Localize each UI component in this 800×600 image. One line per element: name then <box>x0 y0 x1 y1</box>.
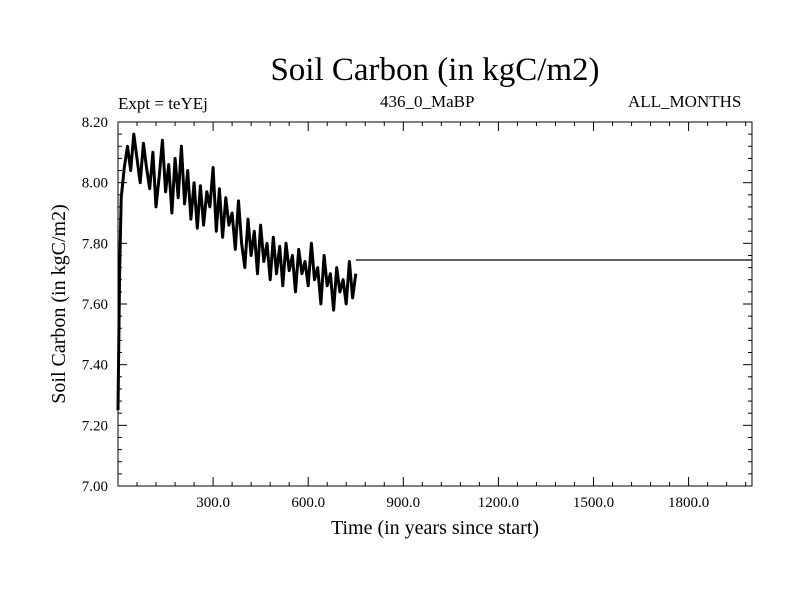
x-tick-label: 1200.0 <box>478 495 519 511</box>
y-tick-label: 7.40 <box>82 358 108 374</box>
y-tick-label: 7.20 <box>82 418 108 434</box>
soil-carbon-series-line <box>116 132 358 411</box>
y-tick-label: 7.60 <box>82 297 108 313</box>
y-tick-label: 7.00 <box>82 479 108 495</box>
chart-title: Soil Carbon (in kgC/m2) <box>270 52 600 88</box>
y-tick-label: 8.00 <box>82 176 108 192</box>
y-tick-label: 7.80 <box>82 236 108 252</box>
x-tick-label: 1800.0 <box>668 495 709 511</box>
y-tick-label: 8.20 <box>82 115 108 131</box>
x-axis-label: Time (in years since start) <box>331 517 539 539</box>
y-axis-label: Soil Carbon (in kgC/m2) <box>48 204 70 403</box>
months-label: ALL_MONTHS <box>628 92 742 111</box>
x-tick-label: 600.0 <box>291 495 325 511</box>
x-tick-label: 1500.0 <box>573 495 614 511</box>
x-tick-label: 300.0 <box>196 495 230 511</box>
x-tick-label: 900.0 <box>386 495 420 511</box>
chart-subtitle: 436_0_MaBP <box>380 92 475 111</box>
experiment-label: Expt = teYEj <box>118 94 208 113</box>
